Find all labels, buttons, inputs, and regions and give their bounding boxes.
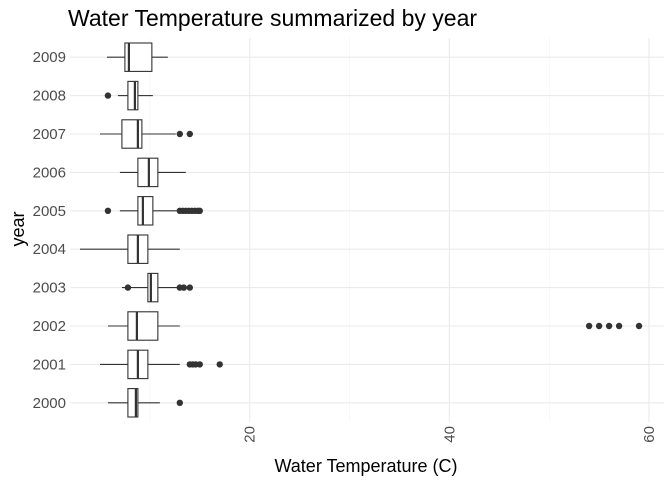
plot-panel — [70, 38, 664, 422]
box-2001 — [99, 349, 223, 380]
outlier-point — [176, 399, 184, 406]
outlier-point — [595, 322, 603, 330]
outlier-point — [615, 322, 623, 330]
box-2002 — [107, 311, 643, 341]
y-tick-label: 2006 — [33, 164, 66, 181]
outlier-point — [186, 284, 193, 291]
box-2008 — [104, 80, 153, 111]
boxes — [79, 42, 643, 418]
outlier-point — [186, 130, 193, 138]
outlier-point — [176, 130, 184, 138]
y-tick-label: 2000 — [33, 395, 66, 412]
box-2003 — [121, 272, 193, 303]
outlier-point — [585, 322, 593, 330]
y-tick-label: 2005 — [33, 203, 66, 220]
outlier-point — [605, 322, 613, 330]
outlier-point — [196, 361, 203, 368]
y-axis-title: year — [8, 211, 28, 246]
outlier-point — [216, 361, 223, 368]
x-tick-label: 60 — [641, 426, 658, 443]
iqr-box — [137, 196, 154, 226]
box-2006 — [119, 157, 186, 188]
x-tick-label: 20 — [242, 426, 259, 443]
iqr-box — [127, 388, 139, 418]
box-2005 — [104, 196, 203, 226]
y-tick-label: 2009 — [33, 49, 66, 66]
outlier-point — [635, 322, 643, 330]
y-tick-label: 2008 — [33, 88, 66, 105]
outlier-point — [180, 284, 188, 291]
box-2004 — [79, 234, 180, 264]
x-tick-labels: 20 40 60 — [242, 426, 658, 443]
x-tick-label: 40 — [441, 426, 458, 443]
box-2000 — [107, 388, 184, 418]
box-2007 — [99, 119, 193, 149]
y-tick-label: 2001 — [33, 356, 66, 373]
y-tick-label: 2004 — [33, 241, 66, 258]
box-2009 — [106, 42, 168, 72]
y-tick-label: 2003 — [33, 280, 66, 297]
iqr-box — [127, 311, 159, 341]
y-tick-label: 2007 — [33, 126, 66, 143]
iqr-box — [127, 80, 139, 111]
outlier-point — [196, 207, 203, 214]
chart-title: Water Temperature summarized by year — [68, 5, 477, 31]
outlier-point — [124, 284, 132, 291]
x-axis-title: Water Temperature (C) — [274, 456, 457, 476]
iqr-box — [147, 272, 159, 303]
outlier-point — [104, 92, 112, 99]
outlier-point — [104, 207, 112, 214]
y-tick-labels: 2000 2001 2002 2003 2004 2005 2006 2007 2008 2009 — [33, 49, 66, 412]
y-tick-label: 2002 — [33, 318, 66, 335]
